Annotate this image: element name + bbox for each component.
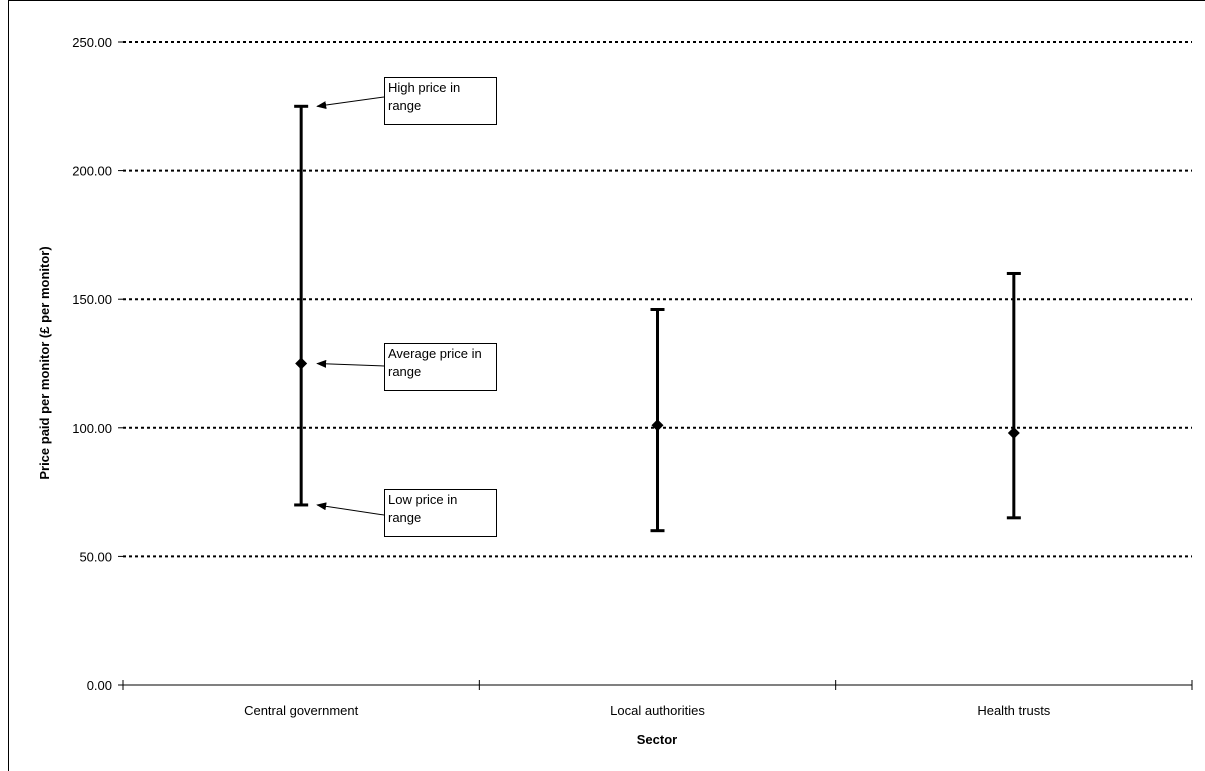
x-tick-label: Health trusts <box>977 703 1050 718</box>
chart-frame <box>8 0 1205 771</box>
y-axis-title: Price paid per monitor (£ per monitor) <box>37 246 52 479</box>
y-tick-label: 100.00 <box>72 421 112 436</box>
annotation-arrows <box>316 96 385 516</box>
average-marker <box>651 419 664 432</box>
annotation-arrow-average <box>316 359 385 368</box>
x-tick-label: Central government <box>244 703 359 718</box>
axes: 0.00 50.00 100.00 150.00 200.00 250.00 Central… <box>72 35 1193 718</box>
y-tick-label: 200.00 <box>72 164 112 179</box>
annotation-arrow-high <box>316 96 385 110</box>
average-marker <box>295 357 308 370</box>
annotation-low-price: Low price in range <box>384 489 497 537</box>
x-tick-label: Local authorities <box>610 703 705 718</box>
y-tick-label: 250.00 <box>72 35 112 50</box>
y-tick-label: 150.00 <box>72 292 112 307</box>
annotation-average-price: Average price in range <box>384 343 497 391</box>
range-series <box>294 104 1021 533</box>
y-tick-label: 50.00 <box>79 549 112 564</box>
annotation-arrow-low <box>316 502 385 516</box>
y-tick-label: 0.00 <box>87 678 112 693</box>
annotation-high-price: High price in range <box>384 77 497 125</box>
average-marker <box>1007 426 1020 439</box>
x-axis-title: Sector <box>637 732 677 747</box>
